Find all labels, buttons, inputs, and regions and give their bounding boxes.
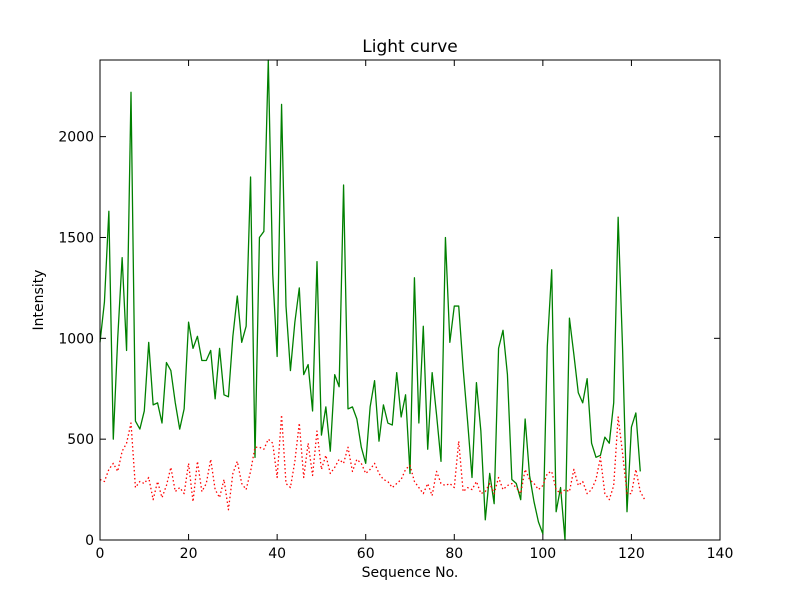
y-tick-label: 0	[85, 533, 94, 549]
series-line-1	[99, 59, 641, 541]
x-tick-label: 80	[445, 546, 463, 562]
x-tick-label: 20	[180, 546, 198, 562]
y-tick-label: 1500	[58, 230, 94, 246]
x-tick-label: 40	[268, 546, 286, 562]
x-tick-label: 140	[707, 546, 734, 562]
x-tick-label: 60	[357, 546, 375, 562]
x-tick-label: 0	[96, 546, 105, 562]
y-tick-label: 500	[67, 432, 94, 448]
tick-layer: 0 20 40 60 80 100 120 140 0 500 1000 1500 2000	[58, 60, 733, 562]
x-tick-label: 120	[618, 546, 645, 562]
series-layer	[99, 59, 646, 541]
y-axis-label: Intensity	[31, 270, 47, 331]
y-tick-label: 1000	[58, 331, 94, 347]
x-tick-label: 100	[529, 546, 556, 562]
chart-title: Light curve	[362, 37, 457, 57]
y-tick-label: 2000	[58, 130, 94, 146]
series-line-2	[99, 414, 646, 511]
plot-frame	[99, 59, 721, 541]
x-axis-label: Sequence No.	[362, 565, 459, 581]
